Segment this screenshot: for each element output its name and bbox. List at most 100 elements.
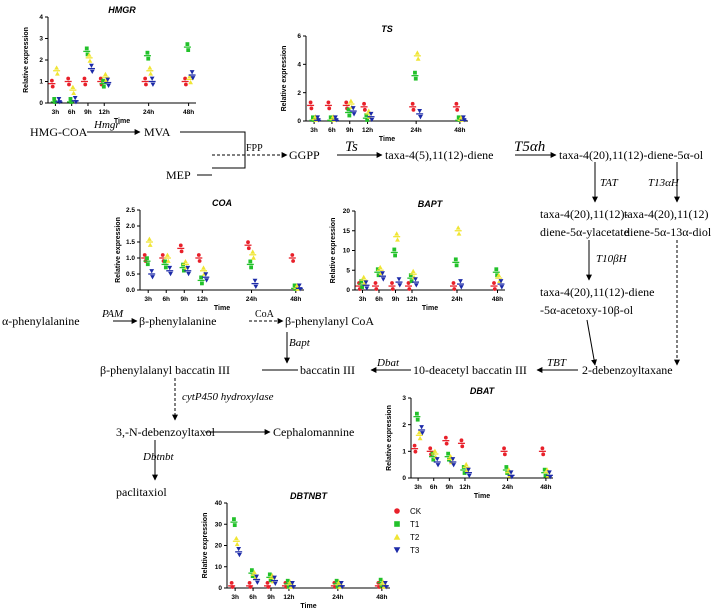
data-point — [368, 111, 374, 117]
data-point — [246, 246, 251, 251]
data-point — [540, 446, 545, 451]
x-tick-label: 48h — [492, 296, 503, 303]
data-point — [70, 84, 76, 89]
series-t3 — [362, 271, 505, 291]
data-point — [315, 115, 320, 120]
data-point — [187, 73, 193, 79]
legend-label: CK — [410, 507, 422, 516]
x-tick-label: 24h — [332, 594, 343, 601]
data-point — [290, 580, 295, 586]
x-tick-label: 48h — [376, 594, 387, 601]
data-point — [543, 473, 548, 478]
data-point — [419, 425, 424, 430]
data-point — [233, 535, 239, 541]
data-point — [254, 580, 260, 585]
data-point — [147, 242, 153, 247]
series-t1 — [413, 411, 549, 478]
series-t2 — [145, 236, 301, 291]
x-tick-label: 12h — [459, 484, 470, 491]
data-point — [415, 417, 420, 422]
data-point — [186, 48, 191, 52]
x-tick-label: 6h — [68, 109, 76, 116]
node-baccatin: baccatin III — [300, 363, 355, 377]
x-axis-label: Time — [379, 136, 395, 143]
data-point — [508, 470, 514, 475]
y-tick-label: 6 — [297, 33, 301, 40]
data-point — [369, 117, 375, 123]
data-point — [359, 279, 364, 283]
y-tick-label: 20 — [343, 208, 351, 215]
data-point — [160, 253, 165, 257]
data-point — [410, 268, 416, 274]
data-point — [381, 584, 387, 589]
data-point — [504, 465, 509, 469]
data-point — [71, 90, 77, 95]
data-point — [252, 278, 258, 283]
data-point — [296, 283, 302, 288]
data-point — [178, 243, 183, 248]
legend-item-t3: T3 — [393, 546, 420, 555]
node-deacetyl-baccatin: 10-deacetyl baccatin III — [413, 363, 527, 377]
data-point — [406, 281, 411, 285]
node-cephalomannine: Cephalomannine — [273, 425, 354, 439]
chart-ts: TS 0 2 4 6 3h 6h 9h 12h 24h 48h Time Relative expres… — [281, 24, 468, 143]
data-point — [290, 253, 295, 257]
data-point — [458, 279, 463, 284]
data-point — [82, 76, 87, 81]
x-tick-label: 6h — [375, 296, 383, 303]
node-taxadienyl-acetate-line1: taxa-4(20),11(12)- — [540, 207, 629, 221]
series-t3 — [55, 63, 196, 105]
data-point — [394, 231, 400, 236]
data-point — [316, 118, 321, 123]
data-point — [146, 56, 151, 61]
x-tick-label: 48h — [540, 484, 551, 491]
data-point — [326, 100, 331, 105]
chart-bapt: BAPT 0 5 10 15 20 3h 6h 9h 12h 24h 48h Time Relative … — [330, 199, 505, 312]
data-point — [417, 109, 423, 114]
data-point — [201, 265, 206, 270]
data-point — [338, 580, 344, 586]
data-point — [145, 262, 150, 267]
legend-item-t2: T2 — [393, 533, 420, 542]
y-tick-label: 3 — [402, 395, 406, 402]
x-tick-label: 48h — [183, 109, 194, 116]
data-point — [268, 578, 273, 583]
data-point — [350, 106, 356, 111]
data-point — [379, 583, 384, 588]
y-axis-label: Relative expression — [330, 218, 337, 284]
x-tick-label: 3h — [310, 127, 318, 134]
data-point — [496, 272, 502, 278]
node-beta-phenylalanine: β-phenylalanine — [139, 314, 216, 328]
legend-marker — [394, 521, 400, 527]
enzyme-bapt: Bapt — [289, 337, 311, 349]
data-point — [396, 277, 402, 282]
data-point — [73, 100, 79, 105]
data-point — [308, 100, 313, 105]
x-tick-label: 12h — [283, 594, 294, 601]
data-point — [411, 107, 416, 112]
data-point — [509, 475, 515, 480]
data-point — [382, 580, 388, 586]
data-point — [297, 287, 303, 292]
data-point — [459, 438, 464, 443]
data-point — [247, 580, 252, 585]
data-point — [455, 107, 460, 112]
node-taxadienyl-acetate-line2: diene-5α-ylacetate — [540, 225, 629, 239]
node-debenzoyltaxane: 2-debenzoyltaxane — [582, 363, 673, 377]
data-point — [413, 283, 419, 288]
data-point — [413, 70, 417, 75]
enzyme-hmgr: Hmgr — [93, 119, 120, 131]
data-point — [346, 107, 351, 112]
data-point — [494, 267, 499, 272]
data-point — [390, 281, 394, 285]
x-tick-label: 48h — [454, 127, 465, 134]
y-tick-label: 4 — [39, 14, 43, 21]
chart-coa: COA 0.0 0.5 1.0 1.5 2.0 2.5 3h 6h 9h 12h 24h 48h Time… — [115, 198, 304, 312]
data-point — [348, 98, 354, 103]
data-point — [311, 115, 315, 120]
data-point — [416, 429, 422, 435]
data-point — [335, 584, 340, 589]
data-point — [547, 470, 552, 475]
data-point — [254, 574, 259, 579]
data-point — [184, 82, 188, 87]
